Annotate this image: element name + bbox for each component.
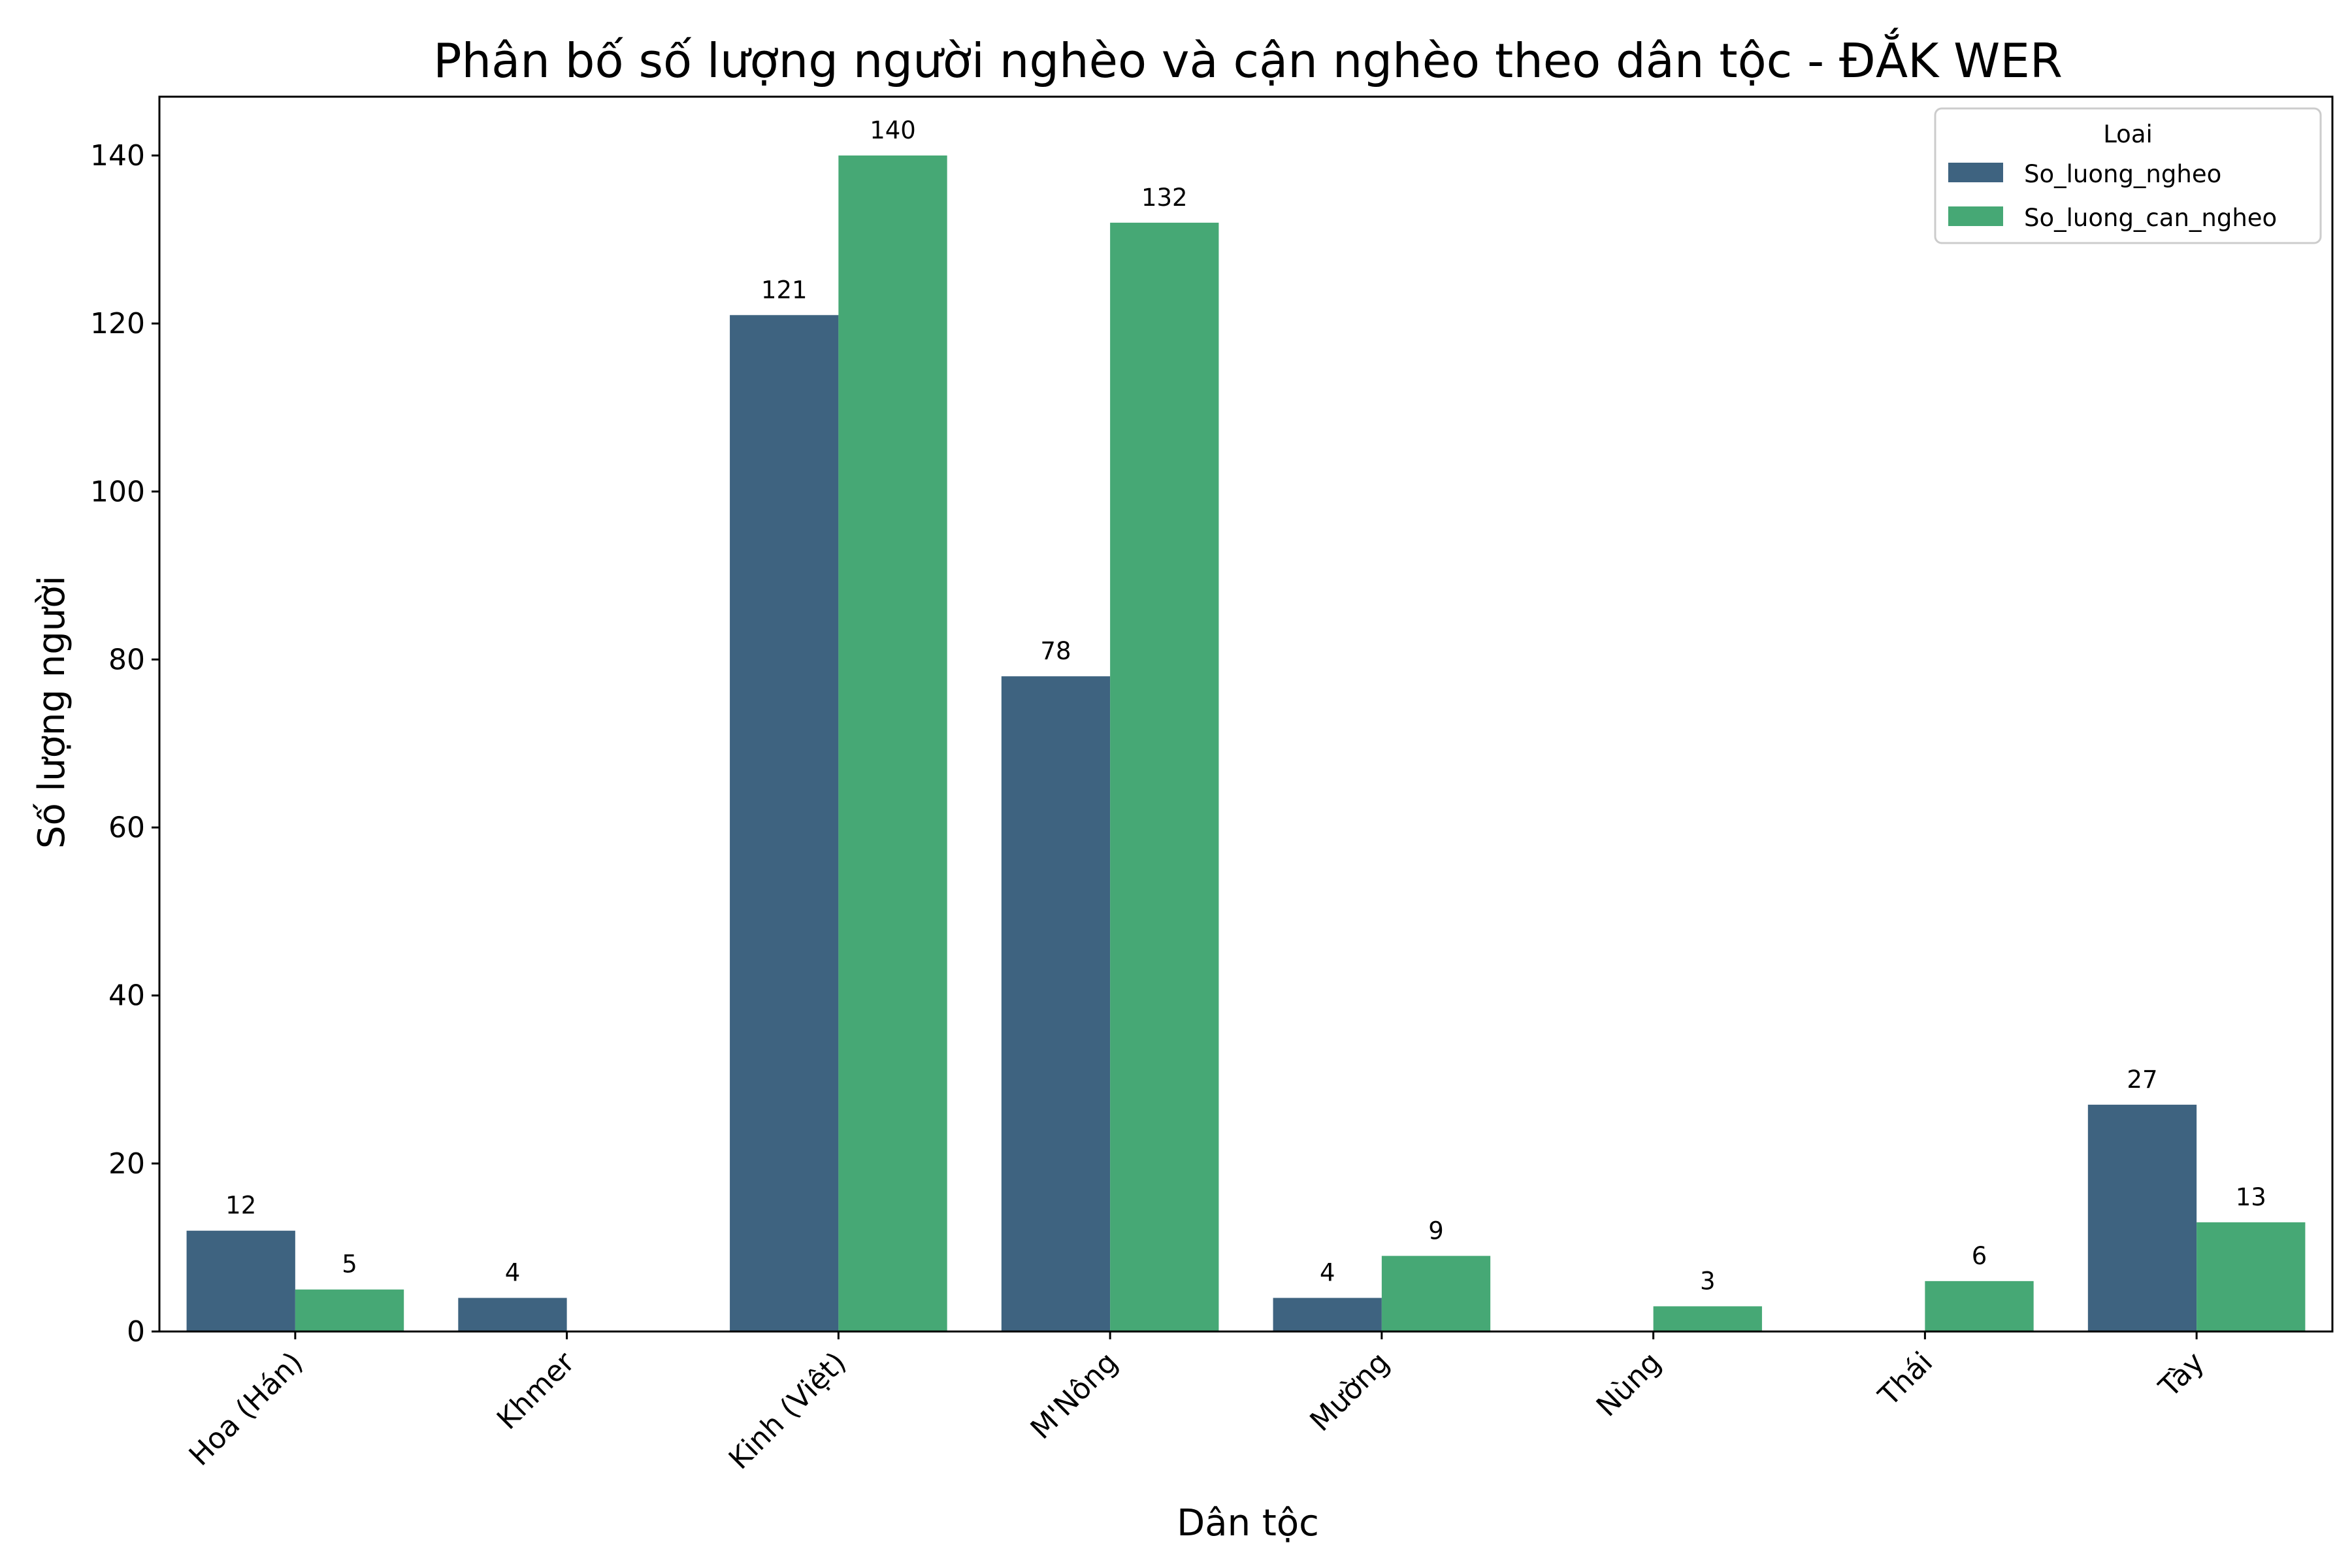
y-tick-label: 140 xyxy=(90,139,145,172)
bar-value-label: 140 xyxy=(870,116,916,144)
bar-ngheo-1 xyxy=(458,1298,567,1331)
legend: Loai So_luong_ngheo So_luong_can_ngheo xyxy=(1934,107,2322,244)
bars-layer xyxy=(186,155,2306,1332)
bar-value-label: 12 xyxy=(225,1192,256,1220)
bar-value-label: 78 xyxy=(1040,637,1071,665)
legend-title: Loai xyxy=(2103,120,2153,148)
x-tick-label: Thái xyxy=(1872,1346,1939,1413)
x-tick-label: Kinh (Việt) xyxy=(723,1346,853,1476)
legend-swatch-ngheo xyxy=(1948,163,2003,182)
x-tick-label: Mường xyxy=(1304,1346,1396,1438)
bar-ngheo-4 xyxy=(1273,1298,1382,1331)
bar-value-label: 5 xyxy=(342,1250,357,1279)
y-axis-label: Số lượng người xyxy=(31,576,73,849)
bar-value-label: 3 xyxy=(1700,1267,1716,1295)
bar-ngheo-2 xyxy=(730,315,839,1332)
bar-can-ngheo-5 xyxy=(1653,1306,1762,1331)
y-tick-label: 0 xyxy=(127,1315,145,1348)
y-tick-label: 100 xyxy=(90,475,145,508)
bar-ngheo-3 xyxy=(1001,676,1111,1331)
x-axis-label: Dân tộc xyxy=(1177,1502,1319,1544)
bar-value-label: 4 xyxy=(505,1259,521,1287)
bar-ngheo-0 xyxy=(186,1230,295,1331)
bar-ngheo-7 xyxy=(2087,1104,2197,1331)
x-tick-label: Hoa (Hán) xyxy=(183,1346,310,1473)
y-tick-label: 20 xyxy=(108,1147,145,1181)
legend-label-ngheo: So_luong_ngheo xyxy=(2024,160,2221,188)
chart-title: Phân bố số lượng người nghèo và cận nghè… xyxy=(433,29,2063,88)
y-tick-label: 40 xyxy=(108,979,145,1013)
bar-can-ngheo-2 xyxy=(838,155,947,1331)
bar-can-ngheo-3 xyxy=(1110,222,1219,1331)
bar-can-ngheo-4 xyxy=(1381,1256,1491,1331)
bar-can-ngheo-6 xyxy=(1925,1281,2034,1331)
bar-can-ngheo-0 xyxy=(295,1289,404,1331)
bar-value-label: 13 xyxy=(2236,1183,2266,1211)
bar-value-label: 121 xyxy=(761,276,808,304)
bar-value-label: 27 xyxy=(2127,1066,2157,1094)
bar-can-ngheo-7 xyxy=(2197,1222,2306,1331)
legend-swatch-can-ngheo xyxy=(1948,206,2003,226)
legend-label-can-ngheo: So_luong_can_ngheo xyxy=(2024,204,2277,232)
plot-frame xyxy=(158,95,2334,1333)
bar-value-label: 132 xyxy=(1141,184,1188,212)
labels-layer: 12 4 121 78 4 27 5 140 132 9 3 6 13 xyxy=(225,116,2266,1295)
bar-value-label: 6 xyxy=(1972,1242,1987,1270)
legend-box xyxy=(1934,107,2322,244)
y-tick-label: 80 xyxy=(108,643,145,676)
x-tick-label: Tày xyxy=(2152,1346,2211,1405)
bar-value-label: 9 xyxy=(1428,1217,1444,1245)
x-tick-label: Khmer xyxy=(491,1345,581,1436)
y-tick-label: 120 xyxy=(90,307,145,340)
x-tick-label: M'Nông xyxy=(1024,1346,1124,1446)
y-tick-label: 60 xyxy=(108,811,145,845)
bar-value-label: 4 xyxy=(1320,1259,1335,1287)
x-tick-label: Nùng xyxy=(1590,1346,1668,1424)
